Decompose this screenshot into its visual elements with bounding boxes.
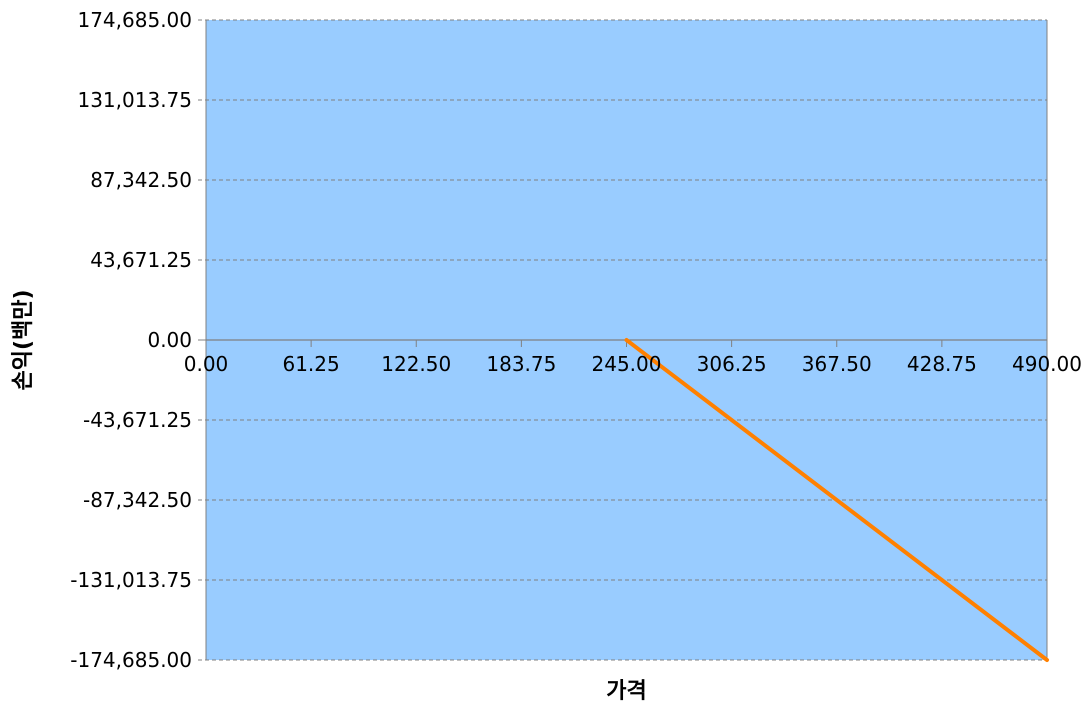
x-tick-labels: 0.00 61.25 122.50 183.75 245.00 306.25 367.50 4… [184, 352, 1082, 376]
x-tick-label: 0.00 [184, 352, 229, 376]
y-tick-labels: 174,685.00 131,013.75 87,342.50 43,671.25 0.… [70, 8, 192, 672]
y-tick-label: -87,342.50 [83, 488, 192, 512]
x-tick-label: 490.00 [1012, 352, 1082, 376]
x-tick-label: 61.25 [282, 352, 339, 376]
y-tick-label: -43,671.25 [83, 408, 192, 432]
y-tick-label: 174,685.00 [77, 8, 192, 32]
x-axis-title: 가격 [606, 679, 646, 704]
y-tick-label: 0.00 [147, 328, 192, 352]
x-tick-label: 245.00 [592, 352, 662, 376]
series-line [624, 338, 1049, 662]
x-tick-label: 306.25 [697, 352, 767, 376]
y-tick-label: 131,013.75 [77, 88, 192, 112]
x-tick-label: 122.50 [381, 352, 451, 376]
x-tick-label: 367.50 [802, 352, 872, 376]
y-tick-label: 87,342.50 [90, 168, 192, 192]
x-tick-label: 183.75 [486, 352, 556, 376]
x-tick-label: 428.75 [907, 352, 977, 376]
series-layer [624, 338, 1049, 662]
y-tick-label: -174,685.00 [70, 648, 192, 672]
y-axis-title: 손익(백만) [11, 289, 36, 390]
y-tick-label: 43,671.25 [90, 248, 192, 272]
y-tick-label: -131,013.75 [70, 568, 192, 592]
